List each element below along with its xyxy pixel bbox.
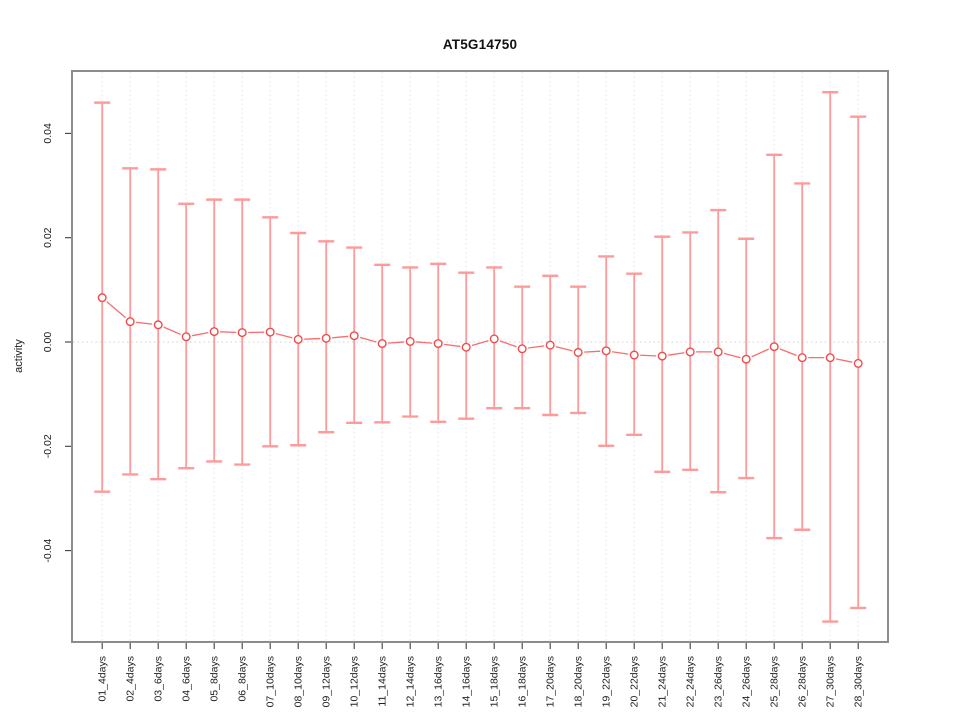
data-point bbox=[209, 327, 219, 337]
data-point bbox=[629, 350, 639, 360]
x-tick-label: 23_26days bbox=[713, 656, 725, 707]
x-tick-label: 20_22days bbox=[629, 656, 641, 707]
data-point bbox=[405, 336, 415, 346]
x-tick-label: 01_4days bbox=[97, 656, 109, 702]
x-tick-label: 22_24days bbox=[685, 656, 697, 707]
x-tick-label: 27_30days bbox=[825, 656, 837, 707]
x-tick-label: 06_8days bbox=[237, 656, 249, 702]
data-point bbox=[489, 334, 499, 344]
x-tick-label: 03_6days bbox=[153, 656, 165, 702]
data-point bbox=[349, 331, 359, 341]
x-tick-label: 15_18days bbox=[489, 656, 501, 707]
data-point bbox=[321, 333, 331, 343]
x-tick-label: 19_22days bbox=[601, 656, 613, 707]
x-tick-label: 25_28days bbox=[769, 656, 781, 707]
x-tick-label: 09_12days bbox=[321, 656, 333, 707]
series-segment bbox=[779, 348, 797, 357]
series-segment bbox=[359, 336, 377, 343]
x-tick-label: 11_14days bbox=[377, 656, 389, 707]
series-segment bbox=[584, 350, 601, 353]
data-point bbox=[825, 353, 835, 363]
y-tick-label: -0.02 bbox=[42, 434, 54, 458]
x-tick-label: 28_30days bbox=[853, 656, 865, 707]
series-segment bbox=[751, 348, 769, 358]
data-point bbox=[237, 328, 247, 338]
x-tick-label: 10_12days bbox=[349, 656, 361, 707]
data-point bbox=[685, 347, 695, 357]
series-segment bbox=[275, 332, 293, 339]
x-tick-label: 16_18days bbox=[517, 656, 529, 707]
data-point bbox=[377, 339, 387, 349]
data-point bbox=[853, 358, 863, 368]
series-segment bbox=[499, 340, 517, 348]
series-segment bbox=[388, 341, 405, 344]
x-tick-label: 17_20days bbox=[545, 656, 557, 707]
x-tick-label: 26_28days bbox=[797, 656, 809, 707]
series-segment bbox=[191, 332, 209, 337]
y-tick-label: -0.04 bbox=[42, 538, 54, 562]
data-point bbox=[713, 347, 723, 357]
data-point bbox=[573, 347, 583, 357]
series-segment bbox=[416, 341, 433, 344]
series-segment bbox=[835, 358, 853, 363]
x-tick-label: 12_14days bbox=[405, 656, 417, 707]
x-tick-label: 08_10days bbox=[293, 656, 305, 707]
series-segment bbox=[723, 352, 741, 359]
data-point bbox=[181, 332, 191, 342]
data-point bbox=[265, 327, 275, 337]
x-tick-label: 13_16days bbox=[433, 656, 445, 707]
data-point bbox=[433, 339, 443, 349]
data-point bbox=[517, 344, 527, 354]
x-tick-label: 04_6days bbox=[181, 656, 193, 702]
chart-title: AT5G14750 bbox=[442, 37, 518, 52]
data-point bbox=[293, 334, 303, 344]
series-segment bbox=[136, 321, 153, 325]
series-segment bbox=[612, 351, 629, 355]
data-point bbox=[657, 351, 667, 361]
series-segment bbox=[106, 301, 127, 319]
series-segment bbox=[444, 343, 461, 348]
series-segment bbox=[163, 326, 181, 336]
x-tick-label: 02_4days bbox=[125, 656, 137, 702]
x-tick-label: 18_20days bbox=[573, 656, 585, 707]
series-segment bbox=[668, 352, 685, 356]
data-point bbox=[601, 346, 611, 356]
data-point bbox=[125, 317, 135, 327]
x-tick-label: 05_8days bbox=[209, 656, 221, 702]
x-tick-label: 21_24days bbox=[657, 656, 669, 707]
data-point bbox=[153, 320, 163, 330]
x-tick-label: 14_16days bbox=[461, 656, 473, 707]
plot-border bbox=[71, 70, 889, 643]
series-segment bbox=[304, 337, 321, 340]
data-point bbox=[97, 293, 107, 303]
series-segment bbox=[528, 345, 545, 349]
data-point bbox=[545, 340, 555, 350]
x-tick-label: 24_26days bbox=[741, 656, 753, 707]
series-segment bbox=[220, 331, 237, 334]
data-point bbox=[797, 353, 807, 363]
series-segment bbox=[640, 354, 657, 357]
data-point bbox=[741, 354, 751, 364]
data-point bbox=[769, 342, 779, 352]
y-tick-label: 0.02 bbox=[42, 227, 54, 248]
y-tick-label: 0.04 bbox=[42, 123, 54, 144]
series-segment bbox=[332, 335, 349, 339]
data-point bbox=[461, 342, 471, 352]
series-segment bbox=[555, 346, 573, 352]
series-segment bbox=[471, 339, 489, 347]
y-tick-label: 0.00 bbox=[42, 332, 54, 353]
x-tick-label: 07_10days bbox=[265, 656, 277, 707]
